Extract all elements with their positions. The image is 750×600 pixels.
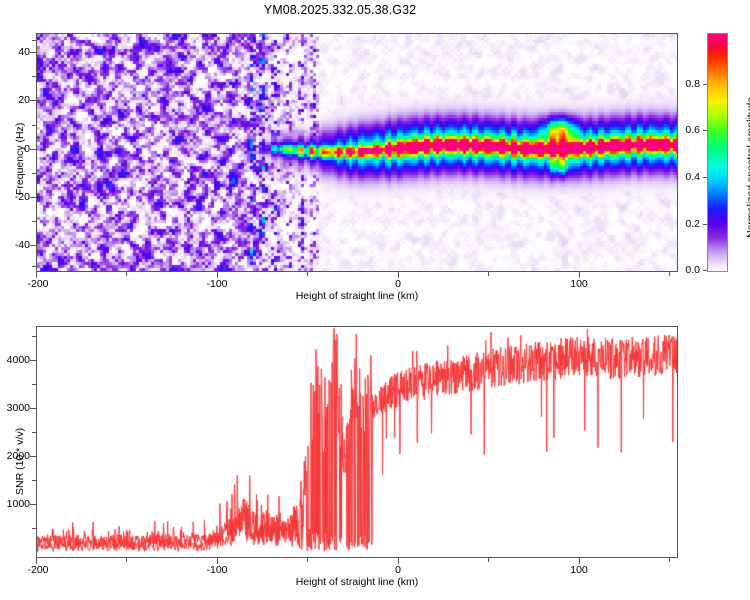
snr-line-trace xyxy=(37,327,677,557)
spec-ytick-neg20 xyxy=(30,197,36,198)
colorbar-tick-0.6 xyxy=(703,130,707,131)
spec-xtick-label-0: 0 xyxy=(395,278,401,290)
spec-xtick-minor xyxy=(488,272,489,276)
spec-ytick-label-40: 40 xyxy=(18,46,30,58)
spec-ytick-minor xyxy=(32,266,36,267)
spec-ytick-label-neg40: -40 xyxy=(14,239,30,251)
snr-ytick-label-3000: 3000 xyxy=(6,402,30,414)
spectrogram-xaxis-title: Height of straight line (km) xyxy=(295,290,419,302)
spec-xtick-100 xyxy=(579,272,580,278)
spec-ytick-neg40 xyxy=(30,245,36,246)
figure-title: YM08.2025.332.05.38.G32 xyxy=(263,3,417,17)
spec-xtick-label-neg100: -100 xyxy=(206,278,228,290)
spec-ytick-minor xyxy=(32,221,36,222)
spectrogram-yaxis-title: Frequency (Hz) xyxy=(14,122,26,195)
snr-xtick-neg100 xyxy=(217,558,218,564)
colorbar[interactable] xyxy=(707,33,728,272)
colorbar-tick-0.8 xyxy=(703,84,707,85)
snr-ytick-1000 xyxy=(30,504,36,505)
spec-xtick-label-100: 100 xyxy=(570,278,588,290)
spec-ytick-20 xyxy=(30,100,36,101)
spec-xtick-neg100 xyxy=(217,272,218,278)
spec-xtick-minor xyxy=(307,272,308,276)
snr-ytick-minor xyxy=(32,432,36,433)
snr-xtick-minor xyxy=(669,558,670,562)
spec-ytick-minor xyxy=(32,76,36,77)
spec-xtick-label-neg200: -200 xyxy=(27,278,49,290)
spec-ytick-label-20: 20 xyxy=(18,94,30,106)
snr-ytick-minor xyxy=(32,528,36,529)
spec-xtick-minor xyxy=(126,272,127,276)
colorbar-label-0.2: 0.2 xyxy=(685,218,700,230)
spectrogram-image xyxy=(37,34,677,271)
colorbar-tick-0.4 xyxy=(703,177,707,178)
snr-ytick-2000 xyxy=(30,456,36,457)
spec-xtick-0 xyxy=(398,272,399,278)
snr-xtick-minor xyxy=(307,558,308,562)
spec-ytick-minor xyxy=(32,125,36,126)
colorbar-tick-0.2 xyxy=(703,224,707,225)
snr-xtick-label-100: 100 xyxy=(570,564,588,576)
spec-ytick-label-neg20: -20 xyxy=(14,191,30,203)
spec-ytick-0 xyxy=(30,149,36,150)
snr-xtick-label-neg200: -200 xyxy=(27,564,49,576)
snr-yaxis-title: SNR (10 * v/v) xyxy=(14,427,26,495)
snr-xtick-minor xyxy=(488,558,489,562)
spectrogram-plot-area[interactable] xyxy=(36,33,678,272)
snr-xaxis-title: Height of straight line (km) xyxy=(295,576,419,588)
snr-xtick-neg200 xyxy=(36,558,37,564)
spec-ytick-minor xyxy=(32,40,36,41)
snr-ytick-minor xyxy=(32,384,36,385)
snr-ytick-label-1000: 1000 xyxy=(6,498,30,510)
colorbar-axis-title: Normalized spectral amplitude xyxy=(745,96,750,238)
colorbar-label-0.4: 0.4 xyxy=(685,171,700,183)
snr-xtick-0 xyxy=(398,558,399,564)
colorbar-label-0.6: 0.6 xyxy=(685,124,700,136)
snr-ytick-label-4000: 4000 xyxy=(6,354,30,366)
snr-ytick-label-2000: 2000 xyxy=(6,450,30,462)
spec-ytick-label-0: 0 xyxy=(24,143,30,155)
snr-xtick-label-neg100: -100 xyxy=(206,564,228,576)
snr-plot-area[interactable] xyxy=(36,326,678,558)
snr-ytick-3000 xyxy=(30,408,36,409)
spec-ytick-minor xyxy=(32,173,36,174)
spec-ytick-40 xyxy=(30,52,36,53)
colorbar-label-0.0: 0.0 xyxy=(685,264,700,276)
snr-ytick-4000 xyxy=(30,360,36,361)
snr-ytick-minor xyxy=(32,480,36,481)
colorbar-label-0.8: 0.8 xyxy=(685,78,700,90)
colorbar-tick-0.0 xyxy=(703,270,707,271)
snr-ytick-minor xyxy=(32,336,36,337)
snr-xtick-100 xyxy=(579,558,580,564)
spec-xtick-minor xyxy=(669,272,670,276)
colorbar-gradient xyxy=(707,33,728,272)
snr-xtick-minor xyxy=(126,558,127,562)
snr-xtick-label-0: 0 xyxy=(395,564,401,576)
spec-xtick-neg200 xyxy=(36,272,37,278)
